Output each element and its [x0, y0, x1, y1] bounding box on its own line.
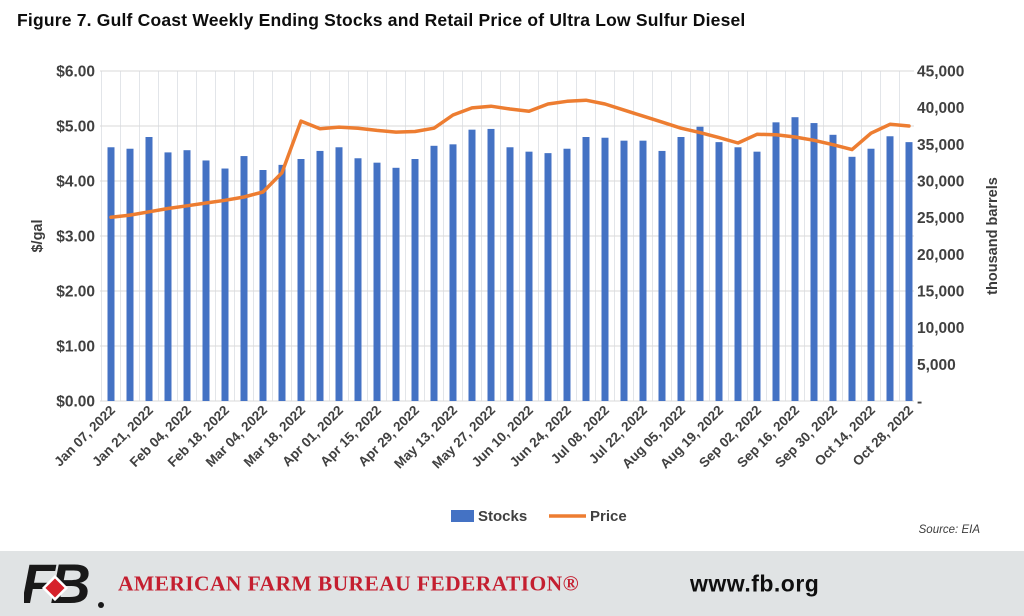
stocks-bar [715, 142, 723, 401]
stocks-bar [183, 150, 191, 401]
stocks-bar [810, 123, 818, 402]
right-tick-label: 15,000 [917, 283, 964, 300]
left-tick-label: $4.00 [56, 173, 95, 190]
footer-brand-bar: FB AMERICAN FARM BUREAU FEDERATION® www.… [0, 551, 1024, 616]
stocks-bar [848, 156, 856, 401]
left-axis-title: $/gal [30, 219, 46, 252]
stocks-bar [886, 136, 894, 401]
stocks-bar [601, 137, 609, 401]
stocks-bar [620, 140, 628, 401]
stocks-bar [221, 168, 229, 401]
stocks-legend-label: Stocks [478, 508, 527, 525]
stocks-bar [297, 159, 305, 401]
stocks-bar [278, 164, 286, 401]
stocks-bar [658, 150, 666, 401]
stocks-bar [354, 158, 362, 401]
figure-title: Figure 7. Gulf Coast Weekly Ending Stock… [17, 10, 746, 30]
right-tick-label: 40,000 [917, 100, 964, 117]
stocks-bar [791, 117, 799, 401]
price-line-path [109, 98, 911, 220]
stocks-bar [202, 160, 210, 401]
stocks-bar [867, 148, 875, 401]
footer-url: www.fb.org [690, 570, 820, 596]
stocks-bar [240, 156, 248, 401]
left-tick-label: $2.00 [56, 283, 95, 300]
stocks-bar [696, 126, 704, 401]
right-axis-title: thousand barrels [985, 177, 1001, 295]
stocks-bar [829, 134, 837, 402]
price-line [109, 98, 911, 220]
stocks-bar [563, 148, 571, 401]
stocks-bar [430, 145, 438, 401]
right-tick-label: 35,000 [917, 137, 964, 154]
stocks-bar [506, 147, 514, 401]
stocks-bar [487, 128, 495, 401]
stocks-bar [411, 159, 419, 401]
stocks-bar [734, 147, 742, 401]
right-tick-label: 20,000 [917, 247, 964, 264]
stocks-bar [582, 137, 590, 401]
right-tick-label: 45,000 [917, 63, 964, 80]
right-tick-label: 10,000 [917, 320, 964, 337]
afbf-logo: FB [21, 552, 114, 615]
org-name: AMERICAN FARM BUREAU FEDERATION® [118, 571, 580, 595]
left-tick-label: $3.00 [56, 228, 95, 245]
stocks-bar [373, 162, 381, 401]
stocks-bar [335, 147, 343, 401]
stocks-bar [677, 137, 685, 401]
stocks-bar [392, 167, 400, 401]
legend: Stocks Price [451, 508, 627, 525]
stocks-bar [772, 122, 780, 401]
stocks-bar [753, 151, 761, 401]
stocks-bar [259, 170, 267, 401]
stocks-bar [126, 148, 134, 401]
logo-registered-dot [98, 602, 104, 608]
stocks-legend-swatch [451, 510, 474, 522]
stocks-bar [525, 151, 533, 401]
stocks-bar [449, 144, 457, 402]
right-tick-label: 25,000 [917, 210, 964, 227]
stocks-bar [468, 129, 476, 401]
stocks-bar [107, 147, 115, 401]
stocks-bar [639, 140, 647, 401]
right-tick-label: 5,000 [917, 357, 956, 374]
stocks-bar [145, 137, 153, 401]
stocks-bar [905, 142, 913, 401]
price-legend-label: Price [590, 508, 627, 525]
stocks-bar [316, 150, 324, 401]
left-tick-label: $5.00 [56, 118, 95, 135]
stocks-bars [107, 117, 913, 402]
combo-chart: $6.00 $5.00 $4.00 $3.00 $2.00 $1.00 $0.00 45,00… [30, 63, 1001, 536]
stocks-bar [544, 153, 552, 401]
left-tick-label: $1.00 [56, 338, 95, 355]
right-tick-label: 30,000 [917, 173, 964, 190]
left-tick-label: $0.00 [56, 393, 95, 410]
logo-red-leaf [41, 574, 69, 602]
fb-logo-mark: FB [21, 552, 104, 615]
left-tick-label: $6.00 [56, 63, 95, 80]
right-tick-label: - [917, 393, 922, 410]
stocks-bar [164, 152, 172, 401]
source-note: Source: EIA [919, 524, 981, 536]
